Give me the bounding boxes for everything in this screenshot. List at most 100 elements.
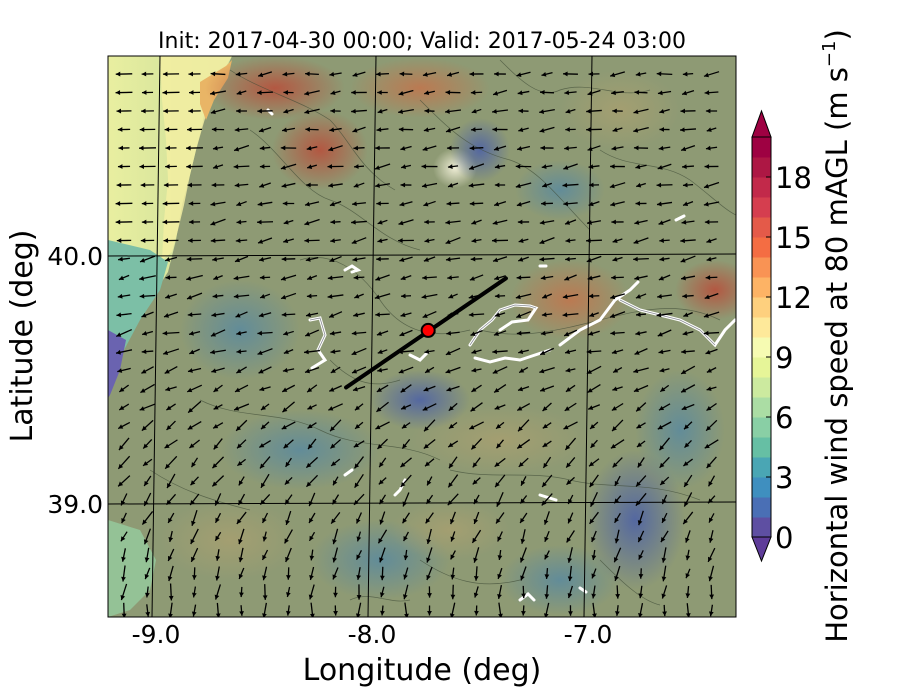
wind-arrow — [235, 71, 248, 77]
wind-arrow — [332, 528, 339, 545]
wind-arrow — [257, 201, 273, 207]
colorbar-segment — [752, 417, 771, 438]
wind-arrow — [517, 386, 530, 392]
wind-arrow — [470, 438, 483, 450]
y-tick-label: 39.0 — [47, 490, 103, 519]
wind-arrow — [186, 292, 203, 300]
wind-arrow — [139, 403, 156, 411]
wind-arrow — [162, 90, 180, 95]
wind-arrow — [564, 402, 577, 412]
wind-arrow — [446, 385, 460, 392]
wind-arrow — [282, 367, 295, 373]
wind-arrow — [587, 384, 601, 393]
wind-arrow — [329, 385, 342, 392]
wind-arrow — [705, 348, 718, 355]
wind-arrow — [612, 366, 623, 374]
wind-max-n — [350, 58, 490, 118]
wind-arrow — [635, 312, 647, 317]
meridian-line — [367, 56, 377, 617]
wind-arrow — [615, 585, 621, 599]
wind-arrow — [565, 384, 576, 393]
wind-arrow — [520, 566, 527, 581]
wind-arrow — [706, 256, 717, 262]
wind-arrow — [140, 238, 155, 243]
wind-arrow — [614, 565, 621, 582]
colorbar-segment — [752, 377, 771, 398]
wind-arrow — [139, 127, 156, 132]
wind-arrow — [633, 126, 649, 133]
wind-arrow — [375, 274, 390, 281]
wind-arrow — [635, 71, 647, 77]
wind-arrow — [352, 256, 366, 262]
colorbar-max-extend — [751, 109, 772, 138]
wind-arrow — [469, 201, 484, 207]
wind-arrow — [707, 495, 716, 504]
wind-arrow — [307, 438, 317, 450]
wind-arrow — [633, 384, 649, 393]
wind-arrow — [164, 256, 178, 262]
wind-arrow — [353, 312, 365, 318]
wind-arrow — [141, 90, 154, 95]
wind-arrow — [611, 419, 624, 432]
wind-arrow — [448, 293, 458, 299]
wind-arrow — [425, 512, 434, 524]
wind-arrow — [567, 512, 574, 524]
wind-arrow — [355, 602, 362, 617]
wind-arrow — [355, 550, 363, 560]
wind-arrow — [142, 458, 153, 467]
wind-arrow — [450, 511, 456, 525]
wind-vector-field — [115, 71, 720, 617]
wind-arrow — [542, 440, 552, 448]
wind-arrow — [162, 348, 180, 355]
wind-arrow — [471, 529, 482, 544]
wind-arrow — [164, 127, 178, 132]
wind-arrow — [190, 476, 199, 486]
wind-arrow — [213, 404, 223, 410]
wind-arrow — [188, 201, 201, 206]
wind-arrow — [260, 421, 270, 430]
wind-arrow — [354, 473, 364, 489]
wind-arrow — [610, 164, 625, 169]
wind-arrow — [118, 384, 130, 393]
wind-arrow — [186, 127, 203, 132]
wind-arrow — [141, 219, 154, 225]
colorbar-tick-label: 0 — [775, 521, 793, 555]
wind-arrow — [470, 90, 483, 95]
wind-arrow — [141, 511, 154, 525]
wind-arrow — [516, 145, 531, 151]
wind-arrow — [421, 182, 438, 188]
wind-arrow — [401, 438, 411, 450]
wind-arrow — [117, 293, 131, 299]
wind-arrow — [310, 602, 315, 617]
wind-arrow — [234, 255, 249, 263]
wind-arrow — [516, 310, 531, 319]
wind-arrow — [121, 548, 127, 562]
wind-arrow — [213, 384, 223, 393]
wind-arrow — [422, 275, 437, 281]
wind-arrow — [308, 512, 316, 524]
wind-arrow — [492, 256, 508, 263]
wind-arrow — [165, 493, 177, 506]
wind-arrow — [305, 127, 319, 132]
wind-arrow — [471, 367, 482, 373]
wind-arrow — [281, 182, 296, 188]
wind-arrow — [166, 473, 176, 489]
wind-arrow — [259, 275, 271, 280]
wind-arrow — [566, 530, 575, 543]
wind-arrow — [426, 528, 432, 545]
wind-arrow — [471, 384, 482, 393]
colorbar-min-extend — [751, 536, 772, 563]
wind-arrow — [515, 164, 532, 169]
wind-arrow — [120, 531, 128, 542]
wind-arrow — [544, 530, 550, 543]
wind-arrow — [163, 182, 179, 188]
wind-arrow — [588, 330, 600, 336]
x-axis-tick-labels: -9.0 -8.0 -7.0 — [132, 620, 613, 649]
wind-arrow — [210, 218, 226, 226]
wind-arrow — [563, 201, 578, 207]
wind-arrow — [543, 511, 550, 525]
terrain-contours — [149, 59, 736, 606]
wind-arrow — [256, 219, 274, 225]
wind-arrow — [284, 494, 293, 505]
